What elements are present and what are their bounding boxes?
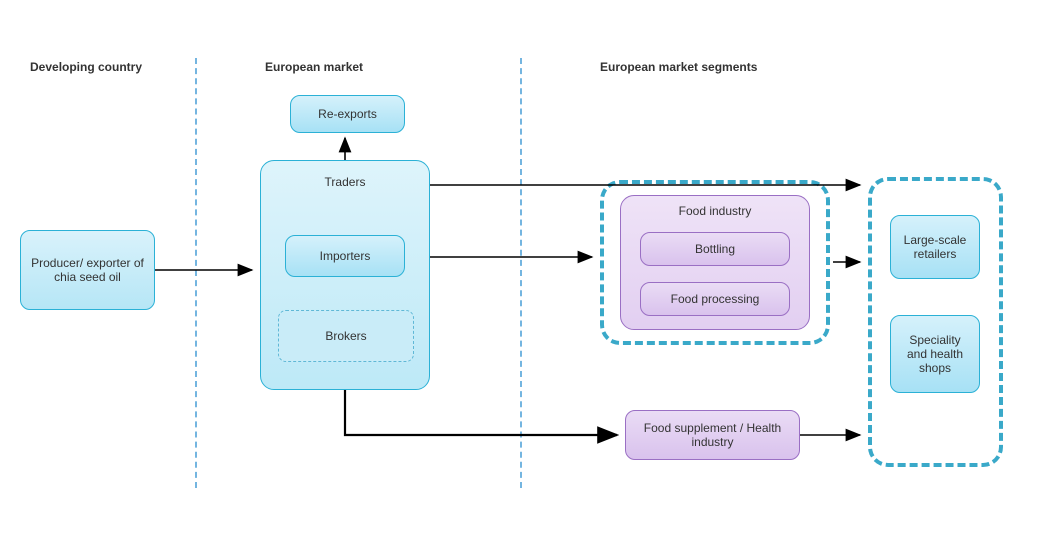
node-importers: Importers: [285, 235, 405, 277]
node-label: Importers: [320, 249, 371, 263]
node-label: Speciality and health shops: [901, 333, 969, 375]
node-food-supplement: Food supplement / Health industry: [625, 410, 800, 460]
node-label: Food industry: [621, 196, 809, 218]
node-bottling: Bottling: [640, 232, 790, 266]
node-producer: Producer/ exporter of chia seed oil: [20, 230, 155, 310]
node-retailers: Large-scale retailers: [890, 215, 980, 279]
separator-1: [195, 58, 197, 488]
header-developing-country: Developing country: [30, 60, 142, 74]
flowchart-canvas: Developing country European market Europ…: [0, 0, 1051, 552]
node-label: Food supplement / Health industry: [636, 421, 789, 449]
node-label: Producer/ exporter of chia seed oil: [31, 256, 144, 284]
node-reexports: Re-exports: [290, 95, 405, 133]
header-european-market: European market: [265, 60, 363, 74]
node-food-processing: Food processing: [640, 282, 790, 316]
node-label: Brokers: [325, 329, 366, 343]
node-label: Bottling: [695, 242, 735, 256]
node-label: Traders: [261, 161, 429, 189]
node-shops: Speciality and health shops: [890, 315, 980, 393]
node-brokers: Brokers: [278, 310, 414, 362]
separator-2: [520, 58, 522, 488]
node-label: Large-scale retailers: [901, 233, 969, 261]
node-label: Food processing: [671, 292, 760, 306]
header-european-segments: European market segments: [600, 60, 757, 74]
node-label: Re-exports: [318, 107, 377, 121]
